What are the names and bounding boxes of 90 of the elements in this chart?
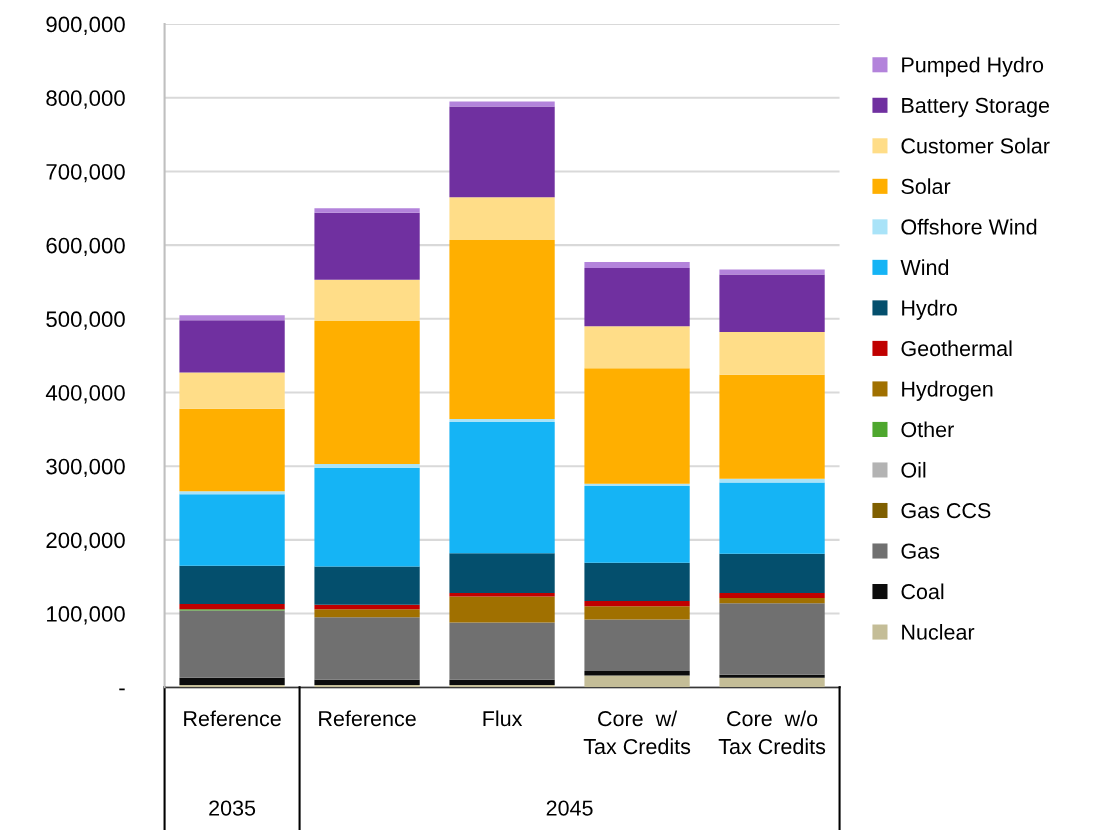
bar xyxy=(719,598,825,604)
bar xyxy=(719,482,825,554)
bar xyxy=(719,374,825,479)
legend-label: Pumped Hydro xyxy=(902,56,1044,77)
bar xyxy=(584,562,690,602)
bar xyxy=(719,332,825,375)
bar xyxy=(449,419,555,422)
bar xyxy=(584,483,690,487)
legend-label: Gas CCS xyxy=(901,502,991,519)
x-tick-label: Core w/o Tax Credits xyxy=(718,710,826,755)
text: 2035 xyxy=(209,800,256,816)
bar xyxy=(719,603,825,675)
bar xyxy=(314,566,420,605)
bar xyxy=(449,622,555,680)
bar xyxy=(719,674,825,678)
bar xyxy=(179,320,285,373)
legend-label: Geothermal xyxy=(901,340,1012,357)
bar xyxy=(314,685,420,688)
bar xyxy=(449,101,555,107)
bar xyxy=(179,685,285,688)
bar xyxy=(449,596,555,623)
x-tick-label: Core w/ Tax Credits xyxy=(583,710,691,755)
y-tick-label: 700,000 xyxy=(46,163,125,183)
y-tick-label: 400,000 xyxy=(45,385,125,404)
bar xyxy=(584,675,690,688)
legend-label: Wind xyxy=(900,259,949,276)
bar xyxy=(584,368,690,484)
bar xyxy=(179,315,285,321)
bar xyxy=(179,677,285,686)
x-tick-label: Reference xyxy=(184,710,281,727)
x-tick-label: Reference xyxy=(319,710,416,727)
bar xyxy=(584,262,690,268)
bar xyxy=(719,269,825,275)
bar xyxy=(584,601,690,607)
bar xyxy=(314,463,420,468)
bar xyxy=(449,421,555,554)
legend-label: Nuclear xyxy=(902,623,975,640)
y-tick-label: 100,000 xyxy=(47,606,125,625)
y-tick-label: 500,000 xyxy=(46,311,125,330)
bar xyxy=(179,494,285,566)
bar xyxy=(584,606,690,620)
bar xyxy=(584,267,690,327)
bar xyxy=(449,239,555,420)
bar xyxy=(449,553,555,593)
bar xyxy=(314,609,420,618)
bar xyxy=(314,208,420,213)
bar xyxy=(314,321,420,464)
y-tick-label: 600,000 xyxy=(46,237,125,257)
bar xyxy=(449,106,555,198)
y-tick-label: - xyxy=(119,688,125,691)
y-tick-label: 900,000 xyxy=(46,16,125,35)
bar xyxy=(584,619,690,672)
bar xyxy=(314,467,420,567)
bar xyxy=(584,326,690,369)
bar xyxy=(449,679,555,686)
y-tick-label: 800,000 xyxy=(46,90,125,109)
legend-label: Offshore Wind xyxy=(901,218,1037,235)
legend-label: Solar xyxy=(901,178,951,195)
legend-label: Oil xyxy=(901,461,926,478)
bar xyxy=(449,685,555,688)
text: 2045 xyxy=(546,800,593,816)
bar xyxy=(449,197,555,240)
y-tick-label: 200,000 xyxy=(46,532,125,551)
bar xyxy=(179,603,285,610)
legend-label: Battery Storage xyxy=(902,97,1050,118)
legend-label: Coal xyxy=(901,583,944,600)
bar xyxy=(314,604,420,610)
legend-label: Customer Solar xyxy=(901,137,1050,154)
legend-label: Gas xyxy=(901,543,940,559)
legend-label: Hydrogen xyxy=(902,380,993,401)
bar xyxy=(179,610,285,678)
legend-label: Hydro xyxy=(902,299,957,320)
bar xyxy=(449,592,555,597)
bar xyxy=(314,212,420,280)
bar xyxy=(719,553,825,593)
bar xyxy=(179,491,285,495)
bar xyxy=(314,679,420,686)
bar xyxy=(179,372,285,409)
bar xyxy=(719,274,825,333)
bar xyxy=(179,565,285,604)
bar xyxy=(314,617,420,680)
x-tick-label: Flux xyxy=(483,710,523,727)
bar xyxy=(584,486,690,563)
bar xyxy=(719,592,825,599)
y-tick-label: 300,000 xyxy=(46,458,125,478)
bar xyxy=(719,677,825,688)
bar xyxy=(179,408,285,492)
bar xyxy=(584,671,690,676)
legend-label: Other xyxy=(901,421,954,438)
bar xyxy=(314,279,420,322)
